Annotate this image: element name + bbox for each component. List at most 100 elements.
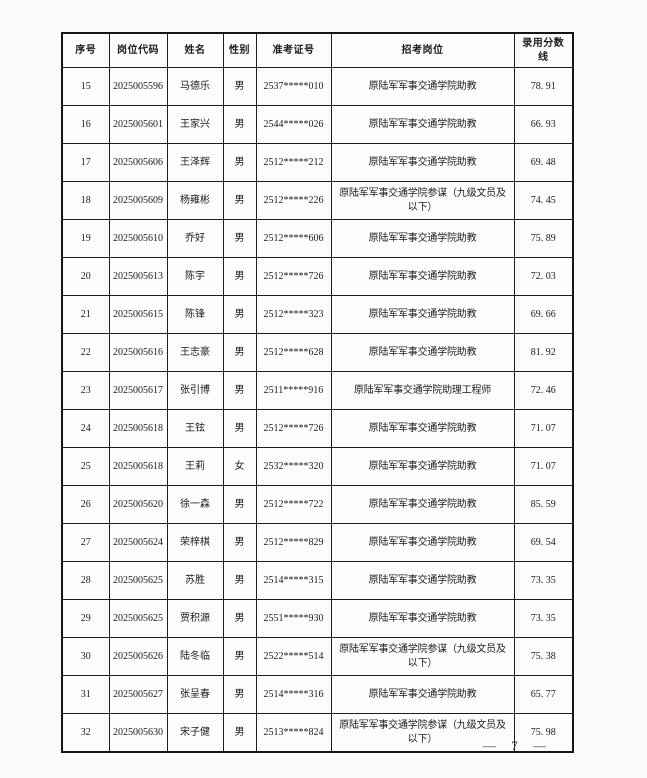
cell-ticket-number: 2513*****824 [255, 713, 332, 753]
cell-score: 71. 07 [513, 447, 574, 486]
cell-gender: 男 [222, 523, 257, 562]
table-row: 26 2025005620 徐一森男 2512*****722 原陆军军事交通学院助教 8… [61, 485, 574, 524]
cell-gender: 男 [222, 181, 257, 220]
cell-index: 25 [61, 447, 110, 486]
cell-position-code: 2025005609 [108, 181, 168, 220]
cell-position: 原陆军军事交通学院助教 [330, 523, 515, 562]
cell-index: 16 [61, 105, 110, 144]
cell-ticket-number: 2522*****514 [255, 637, 332, 676]
cell-score: 72. 46 [513, 371, 574, 410]
cell-position: 原陆军军事交通学院助教 [330, 295, 515, 334]
cell-score: 73. 35 [513, 561, 574, 600]
cell-score: 71. 07 [513, 409, 574, 448]
table-row: 17 2025005606 王泽辉男 2512*****212 原陆军军事交通学院助教 6… [61, 143, 574, 182]
cell-name: 陈宇 [166, 257, 224, 296]
table-row: 19 2025005610 乔好男 2512*****606 原陆军军事交通学院助教 75… [61, 219, 574, 258]
cell-score: 81. 92 [513, 333, 574, 372]
cell-gender: 男 [222, 67, 257, 106]
column-header-position-code: 岗位代码 [108, 32, 168, 68]
cell-position-code: 2025005626 [108, 637, 168, 676]
cell-gender: 男 [222, 561, 257, 600]
cell-ticket-number: 2551*****930 [255, 599, 332, 638]
column-header-score: 录用分数线 [513, 32, 574, 68]
cell-position-code: 2025005624 [108, 523, 168, 562]
cell-ticket-number: 2514*****316 [255, 675, 332, 714]
table-header-row: 序号 岗位代码 姓名 性别 准考证号 招考岗位 录用分数线 [61, 32, 574, 68]
cell-score: 78. 91 [513, 67, 574, 106]
cell-score: 75. 98 [513, 713, 574, 753]
table-row: 24 2025005618 王铉男 2512*****726 原陆军军事交通学院助教 71… [61, 409, 574, 448]
table-row: 23 2025005617 张引博男 2511*****916 原陆军军事交通学院助理工… [61, 371, 574, 410]
cell-name: 宋子健 [166, 713, 224, 753]
cell-position: 原陆军军事交通学院参谋（九级文员及以下） [330, 713, 515, 753]
cell-score: 73. 35 [513, 599, 574, 638]
cell-index: 28 [61, 561, 110, 600]
cell-position: 原陆军军事交通学院助教 [330, 485, 515, 524]
cell-position-code: 2025005615 [108, 295, 168, 334]
cell-position: 原陆军军事交通学院助教 [330, 409, 515, 448]
table-row: 15 2025005596 马德乐男 2537*****010 原陆军军事交通学院助教 7… [61, 67, 574, 106]
cell-ticket-number: 2512*****726 [255, 409, 332, 448]
cell-ticket-number: 2512*****226 [255, 181, 332, 220]
column-header-position: 招考岗位 [330, 32, 515, 68]
cell-position-code: 2025005625 [108, 561, 168, 600]
cell-position-code: 2025005610 [108, 219, 168, 258]
cell-position: 原陆军军事交通学院助教 [330, 599, 515, 638]
table-row: 18 2025005609 杨雍彬男 2512*****226 原陆军军事交通学院参谋（… [61, 181, 574, 220]
cell-index: 32 [61, 713, 110, 753]
cell-ticket-number: 2532*****320 [255, 447, 332, 486]
cell-name: 陆冬临 [166, 637, 224, 676]
table-row: 27 2025005624 荣梓棋男 2512*****829 原陆军军事交通学院助教 6… [61, 523, 574, 562]
cell-ticket-number: 2511*****916 [255, 371, 332, 410]
cell-name: 苏胜 [166, 561, 224, 600]
cell-ticket-number: 2537*****010 [255, 67, 332, 106]
cell-index: 18 [61, 181, 110, 220]
cell-gender: 男 [222, 295, 257, 334]
cell-ticket-number: 2512*****606 [255, 219, 332, 258]
table-row: 29 2025005625 贾积源男 2551*****930 原陆军军事交通学院助教 7… [61, 599, 574, 638]
cell-position-code: 2025005618 [108, 409, 168, 448]
table-row: 32 2025005630 宋子健男 2513*****824 原陆军军事交通学院参谋（… [61, 713, 574, 753]
cell-score: 74. 45 [513, 181, 574, 220]
cell-position: 原陆军军事交通学院助教 [330, 143, 515, 182]
cell-position-code: 2025005620 [108, 485, 168, 524]
cell-position-code: 2025005627 [108, 675, 168, 714]
column-header-ticket-number: 准考证号 [255, 32, 332, 68]
cell-position: 原陆军军事交通学院助教 [330, 67, 515, 106]
cell-gender: 男 [222, 713, 257, 753]
cell-index: 21 [61, 295, 110, 334]
cell-ticket-number: 2512*****726 [255, 257, 332, 296]
cell-ticket-number: 2512*****212 [255, 143, 332, 182]
cell-index: 17 [61, 143, 110, 182]
cell-position: 原陆军军事交通学院助教 [330, 561, 515, 600]
cell-position-code: 2025005618 [108, 447, 168, 486]
cell-score: 85. 59 [513, 485, 574, 524]
cell-score: 72. 03 [513, 257, 574, 296]
cell-score: 69. 54 [513, 523, 574, 562]
cell-position-code: 2025005601 [108, 105, 168, 144]
cell-position: 原陆军军事交通学院助教 [330, 675, 515, 714]
cell-position-code: 2025005617 [108, 371, 168, 410]
column-header-name: 姓名 [166, 32, 224, 68]
column-header-index: 序号 [61, 32, 110, 68]
cell-name: 王志豪 [166, 333, 224, 372]
page-number: — 7 — [483, 738, 546, 753]
table-body: 15 2025005596 马德乐男 2537*****010 原陆军军事交通学院助教 7… [61, 67, 574, 753]
cell-position: 原陆军军事交通学院参谋（九级文员及以下） [330, 181, 515, 220]
cell-name: 王泽辉 [166, 143, 224, 182]
cell-position: 原陆军军事交通学院助教 [330, 447, 515, 486]
cell-gender: 男 [222, 409, 257, 448]
cell-name: 荣梓棋 [166, 523, 224, 562]
cell-score: 69. 66 [513, 295, 574, 334]
cell-score: 75. 89 [513, 219, 574, 258]
cell-index: 24 [61, 409, 110, 448]
table-row: 31 2025005627 张呈春男 2514*****316 原陆军军事交通学院助教 6… [61, 675, 574, 714]
cell-position: 原陆军军事交通学院参谋（九级文员及以下） [330, 637, 515, 676]
cell-position: 原陆军军事交通学院助教 [330, 333, 515, 372]
table-row: 22 2025005616 王志豪男 2512*****628 原陆军军事交通学院助教 8… [61, 333, 574, 372]
cell-position-code: 2025005606 [108, 143, 168, 182]
cell-name: 王家兴 [166, 105, 224, 144]
cell-index: 15 [61, 67, 110, 106]
cell-index: 30 [61, 637, 110, 676]
